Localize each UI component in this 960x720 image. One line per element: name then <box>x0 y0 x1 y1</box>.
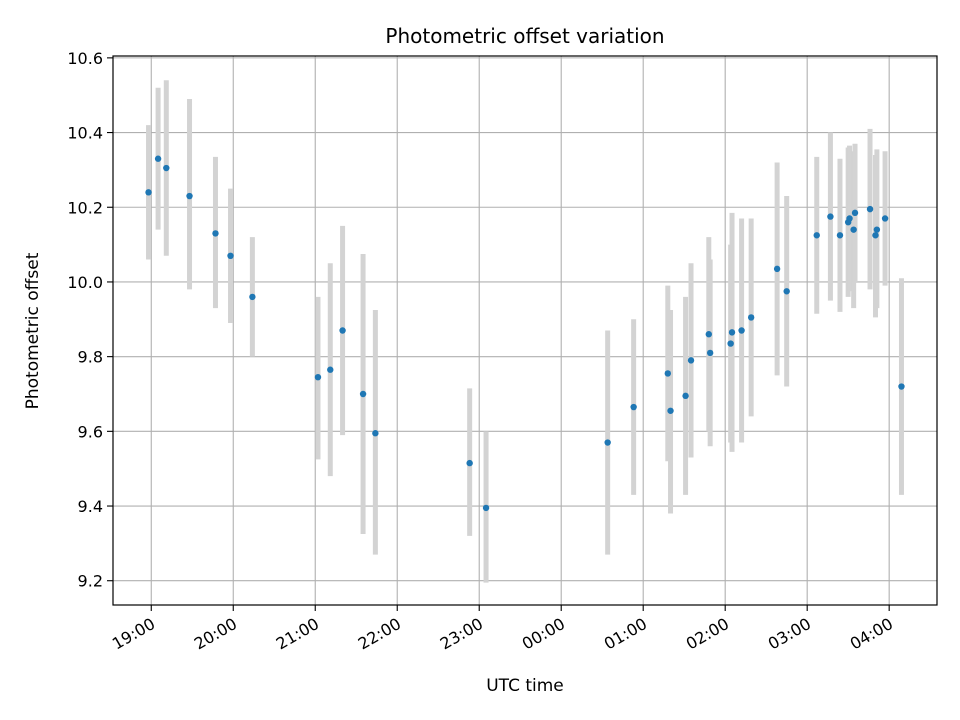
data-point <box>186 192 193 200</box>
y-tick-label: 9.4 <box>78 497 103 516</box>
data-point <box>706 349 714 357</box>
data-point <box>667 407 674 414</box>
y-tick-label: 10.0 <box>67 273 103 292</box>
x-axis-title: UTC time <box>486 676 564 696</box>
data-point <box>705 331 712 338</box>
data-point <box>873 226 881 233</box>
data-point <box>872 232 879 239</box>
y-tick-label: 9.2 <box>78 572 103 591</box>
x-tick-label: 00:00 <box>519 614 568 654</box>
x-tick-label: 23:00 <box>437 614 486 654</box>
y-tick-label: 9.6 <box>78 422 103 441</box>
x-tick-label: 22:00 <box>355 614 404 654</box>
data-point <box>813 232 820 239</box>
data-point <box>249 293 256 301</box>
data-point <box>227 252 234 260</box>
data-point <box>154 155 162 162</box>
x-tick-label: 02:00 <box>683 614 732 654</box>
data-points <box>145 155 905 512</box>
grid <box>113 56 937 605</box>
data-point <box>314 373 322 381</box>
data-point <box>738 327 745 334</box>
data-point <box>827 213 834 220</box>
y-tick-label: 10.4 <box>67 124 103 143</box>
x-tick-label: 04:00 <box>847 614 896 654</box>
data-point <box>604 439 611 446</box>
data-point <box>163 164 170 172</box>
data-point <box>664 370 671 377</box>
data-point <box>359 390 367 398</box>
data-point <box>327 366 334 373</box>
data-point <box>630 403 637 411</box>
y-axis-title: Photometric offset <box>23 252 43 409</box>
data-point <box>682 392 689 400</box>
x-tick-label: 21:00 <box>273 614 322 654</box>
data-point <box>850 226 857 233</box>
data-point <box>482 504 490 512</box>
data-point <box>851 209 859 217</box>
plot-background <box>113 56 937 605</box>
data-point <box>866 205 874 213</box>
data-point <box>727 340 734 347</box>
plot-frame <box>112 55 938 606</box>
x-tick-label: 20:00 <box>191 614 240 654</box>
x-tick-label: 01:00 <box>601 614 650 654</box>
data-point <box>846 215 853 222</box>
y-tick-label: 10.2 <box>67 198 103 217</box>
data-point <box>372 430 379 437</box>
y-tick-label: 9.8 <box>78 348 103 367</box>
data-point <box>898 383 905 390</box>
data-point <box>466 459 473 467</box>
data-point <box>728 329 736 336</box>
x-axis-ticks: 19:00 20:00 21:00 22:00 23:00 00:00 01:00 02:00… <box>109 605 896 654</box>
data-point <box>773 265 781 273</box>
data-point <box>747 314 755 321</box>
x-tick-label: 03:00 <box>765 614 814 654</box>
y-axis-ticks: 9.2 9.4 9.6 9.8 10.0 10.2 10.4 10.6 <box>67 49 113 591</box>
data-point <box>881 215 889 222</box>
data-point <box>783 288 790 295</box>
data-point <box>836 232 844 239</box>
chart-title: Photometric offset variation <box>385 24 664 48</box>
data-point <box>212 230 219 237</box>
x-tick-label: 19:00 <box>109 614 158 654</box>
data-point <box>339 327 346 334</box>
y-tick-label: 10.6 <box>67 49 103 68</box>
data-point <box>687 357 695 364</box>
data-point <box>145 189 152 196</box>
